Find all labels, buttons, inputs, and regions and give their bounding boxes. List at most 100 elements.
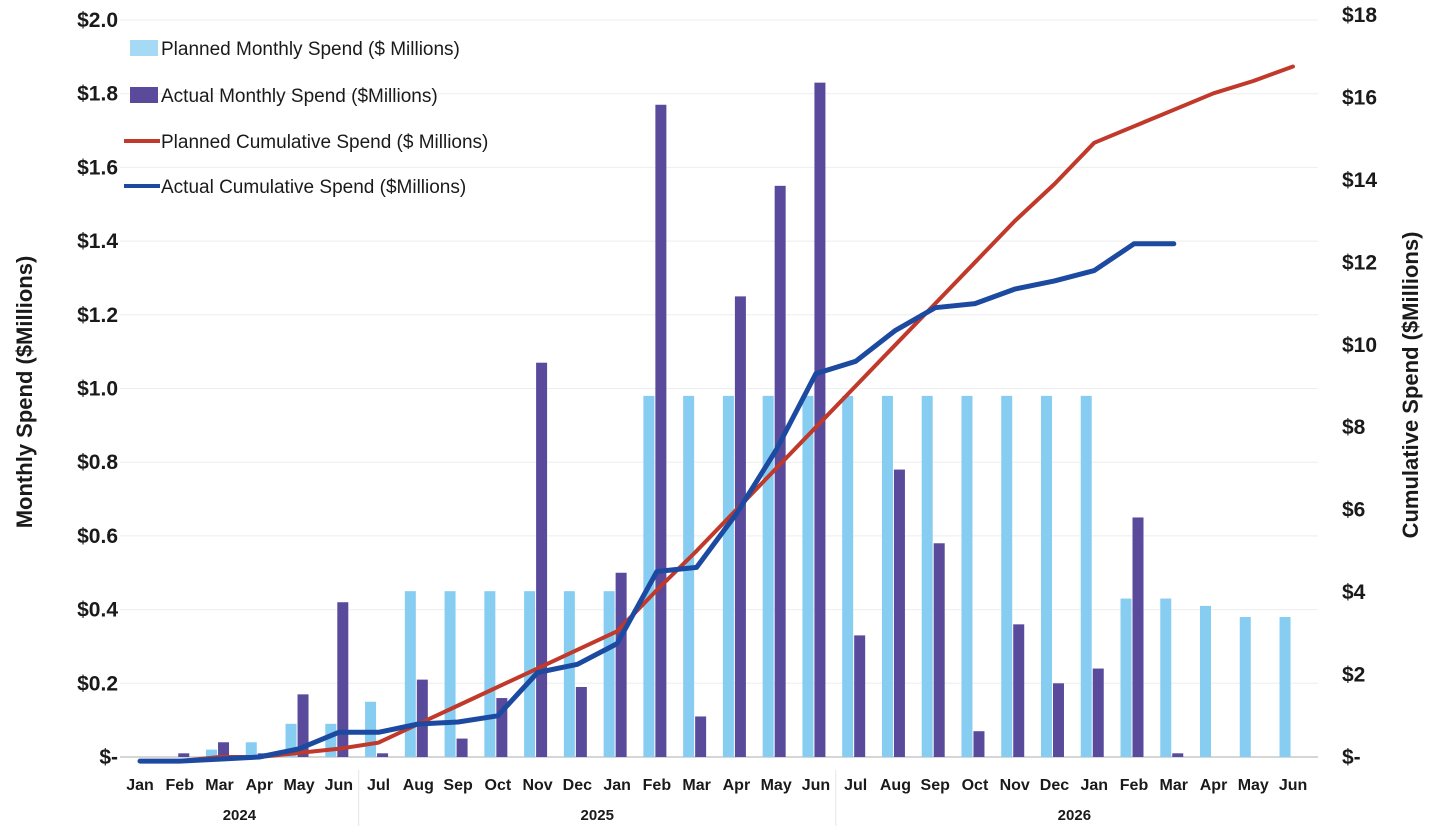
y-left-tick-label: $1.2 bbox=[77, 304, 118, 327]
planned-bar-26 bbox=[1160, 598, 1172, 757]
x-tick-label: Oct bbox=[485, 777, 512, 794]
x-tick-label: Jun bbox=[1279, 777, 1307, 794]
x-tick-label: Dec bbox=[1040, 777, 1069, 794]
actual-bar-14 bbox=[695, 716, 707, 757]
planned-bar-6 bbox=[365, 701, 377, 757]
actual-bar-24 bbox=[1092, 668, 1104, 757]
y-left-tick-label: $1.4 bbox=[77, 230, 118, 253]
y-right-tick-label: $10 bbox=[1342, 334, 1377, 357]
legend: Planned Monthly Spend ($ Millions) Actual… bbox=[124, 39, 488, 198]
actual-bar-13 bbox=[655, 104, 667, 757]
planned-bar-8 bbox=[444, 591, 456, 757]
actual-bar-19 bbox=[893, 469, 905, 757]
y-right-tick-label: $- bbox=[1342, 746, 1361, 769]
y-left-tick-label: $1.0 bbox=[77, 378, 118, 401]
legend-item-0: Planned Monthly Spend ($ Millions) bbox=[130, 39, 460, 60]
x-tick-label: Jan bbox=[126, 777, 154, 794]
planned-bar-21 bbox=[961, 395, 973, 757]
actual-bar-16 bbox=[774, 185, 786, 757]
year-label: 2025 bbox=[581, 807, 614, 824]
planned-bar-22 bbox=[1001, 395, 1013, 757]
actual-bar-1 bbox=[178, 753, 190, 757]
legend-label: Planned Monthly Spend ($ Millions) bbox=[161, 39, 460, 60]
x-tick-label: Sep bbox=[921, 777, 951, 794]
actual-bar-6 bbox=[377, 753, 389, 757]
x-tick-label: Feb bbox=[166, 777, 195, 794]
x-tick-label: Jul bbox=[367, 777, 390, 794]
y-left-tick-label: $1.6 bbox=[77, 156, 118, 179]
legend-swatch bbox=[130, 87, 158, 103]
planned-bar-24 bbox=[1080, 395, 1092, 757]
planned-bar-29 bbox=[1279, 616, 1291, 757]
x-tick-label: May bbox=[1238, 777, 1269, 794]
left-axis-ticks: $- $0.2 $0.4 $0.6 $0.8 $1.0 $1.2 $1.4 $1.6 $1.8 $2… bbox=[77, 9, 118, 769]
planned-bar-27 bbox=[1200, 605, 1212, 757]
x-tick-label: Dec bbox=[563, 777, 592, 794]
planned-bar-3 bbox=[245, 742, 257, 757]
legend-label: Planned Cumulative Spend ($ Millions) bbox=[161, 132, 488, 153]
legend-label: Actual Cumulative Spend ($Millions) bbox=[161, 177, 466, 198]
x-tick-label: Aug bbox=[403, 777, 434, 794]
legend-label: Actual Monthly Spend ($Millions) bbox=[161, 86, 438, 107]
actual-bar-21 bbox=[973, 731, 985, 757]
x-tick-label: Apr bbox=[723, 777, 751, 794]
actual-bar-12 bbox=[615, 572, 627, 757]
actual-bar-8 bbox=[456, 738, 468, 757]
y-left-tick-label: $0.4 bbox=[77, 599, 118, 622]
x-tick-label: Jun bbox=[325, 777, 353, 794]
x-tick-label: Feb bbox=[643, 777, 672, 794]
planned-bar-11 bbox=[563, 591, 575, 757]
y-right-tick-label: $6 bbox=[1342, 499, 1365, 522]
actual-monthly-bars bbox=[178, 82, 1184, 757]
x-tick-label: Feb bbox=[1120, 777, 1149, 794]
year-label: 2024 bbox=[223, 807, 257, 824]
x-tick-label: Jan bbox=[1080, 777, 1108, 794]
right-axis-ticks: $- $2 $4 $6 $8 $10 $12 $14 $16 $18 bbox=[1342, 4, 1377, 769]
x-tick-label: Jun bbox=[802, 777, 830, 794]
planned-bar-23 bbox=[1040, 395, 1052, 757]
planned-bar-9 bbox=[484, 591, 496, 757]
y-right-tick-label: $8 bbox=[1342, 416, 1366, 439]
actual-bar-17 bbox=[814, 82, 826, 757]
x-axis-ticks: Jan Feb Mar Apr May Jun Jul Aug Sep Oct Nov Dec Jan F… bbox=[126, 777, 1307, 794]
actual-bar-23 bbox=[1052, 683, 1064, 757]
cumulative-lines bbox=[137, 64, 1295, 764]
x-tick-label: Oct bbox=[962, 777, 989, 794]
actual-bar-7 bbox=[416, 679, 428, 757]
x-tick-label: Sep bbox=[443, 777, 473, 794]
y-axis-left-title: Monthly Spend ($Millions) bbox=[12, 256, 37, 529]
x-tick-label: Nov bbox=[522, 777, 552, 794]
planned-bar-19 bbox=[881, 395, 893, 757]
planned-bar-5 bbox=[325, 723, 337, 757]
x-tick-label: Jan bbox=[603, 777, 631, 794]
x-tick-label: May bbox=[283, 777, 314, 794]
legend-item-1: Actual Monthly Spend ($Millions) bbox=[130, 86, 438, 107]
legend-swatch bbox=[130, 40, 158, 56]
y-left-tick-label: $0.2 bbox=[77, 672, 118, 695]
actual-bar-22 bbox=[1013, 624, 1025, 757]
actual-bar-9 bbox=[496, 698, 508, 757]
y-left-tick-label: $- bbox=[99, 746, 118, 769]
planned-bar-4 bbox=[285, 723, 297, 757]
legend-item-3: Actual Cumulative Spend ($Millions) bbox=[124, 177, 466, 198]
actual-bar-10 bbox=[536, 362, 548, 757]
x-tick-label: Jul bbox=[844, 777, 867, 794]
y-right-tick-label: $18 bbox=[1342, 4, 1377, 27]
planned-monthly-bars bbox=[206, 395, 1291, 757]
planned-bar-12 bbox=[603, 591, 615, 757]
actual-bar-2 bbox=[218, 742, 230, 757]
actual-bar-11 bbox=[575, 686, 587, 757]
planned-bar-18 bbox=[842, 395, 854, 757]
x-tick-label: Apr bbox=[1200, 777, 1228, 794]
y-right-tick-label: $16 bbox=[1342, 86, 1377, 109]
y-axis-right-title: Cumulative Spend ($Millions) bbox=[1398, 232, 1423, 539]
x-tick-label: May bbox=[761, 777, 792, 794]
planned-bar-16 bbox=[762, 395, 774, 757]
actual-bar-25 bbox=[1132, 517, 1144, 757]
planned-bar-2 bbox=[206, 749, 218, 757]
x-tick-label: Mar bbox=[1160, 777, 1188, 794]
x-tick-label: Mar bbox=[205, 777, 233, 794]
x-tick-label: Nov bbox=[1000, 777, 1030, 794]
year-label: 2026 bbox=[1058, 807, 1091, 824]
actual-cumulative-line bbox=[137, 241, 1177, 764]
